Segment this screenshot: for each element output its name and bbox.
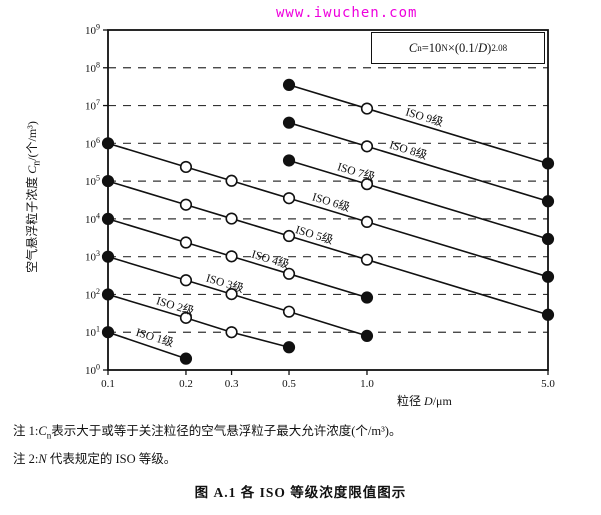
x-tick-label: 0.1: [101, 378, 115, 390]
note-1: 注 1:Cn表示大于或等于关注粒径的空气悬浮粒子最大允许浓度(个/m³)。: [13, 420, 401, 448]
y-axis-label-var: C: [25, 165, 39, 174]
data-point-open: [225, 326, 238, 339]
data-point-open: [225, 212, 238, 225]
note-1-var-sub: n: [46, 430, 52, 441]
data-point-open: [179, 236, 193, 249]
y-tick-label: 105: [85, 174, 100, 189]
data-point-open: [282, 229, 296, 243]
y-tick-label: 107: [85, 98, 100, 113]
y-tick-label: 101: [85, 325, 100, 340]
data-point-endpoint: [282, 154, 296, 167]
x-axis-label-var: D: [424, 394, 433, 408]
y-axis-label-sub: n: [31, 160, 43, 166]
series-line: [107, 293, 290, 349]
y-axis-label-text: 空气悬浮粒子浓度: [25, 173, 39, 273]
y-tick-label: 108: [85, 60, 100, 75]
data-point-endpoint: [101, 137, 115, 150]
data-point-open: [360, 140, 374, 153]
formula-close: ): [487, 40, 492, 55]
x-tick-label: 0.5: [282, 378, 296, 390]
data-point-open: [282, 305, 296, 318]
data-point-endpoint: [541, 232, 555, 246]
formula-exp-n: N: [441, 43, 448, 53]
data-point-open: [360, 253, 374, 266]
y-tick-label: 109: [85, 23, 100, 38]
y-tick-label: 100: [85, 363, 100, 378]
x-tick-label: 0.3: [225, 378, 239, 390]
series-line: [107, 180, 549, 316]
notes-section: 注 1:Cn表示大于或等于关注粒径的空气悬浮粒子最大允许浓度(个/m³)。 注 …: [13, 420, 401, 475]
data-point-endpoint: [101, 326, 115, 339]
note-2: 注 2:N 代表规定的 ISO 等级。: [13, 448, 401, 476]
series-line: [107, 331, 187, 360]
formula-mid: ×(0.1/: [447, 40, 479, 55]
data-point-open: [179, 160, 193, 174]
data-point-endpoint: [101, 288, 115, 301]
note-1-text: 表示大于或等于关注粒径的空气悬浮粒子最大允许浓度(个/m³)。: [51, 424, 402, 438]
y-tick-label: 103: [85, 249, 100, 264]
formula-var-c-sub: n: [417, 43, 422, 53]
note-1-label: 注 1:: [13, 424, 39, 438]
data-point-endpoint: [282, 341, 296, 354]
data-point-endpoint: [541, 308, 555, 321]
data-point-endpoint: [541, 270, 555, 283]
iso-class-concentration-chart: 100 101 102 103 104 105 106 107 108 109 0.1 0.2 0.3 0…: [85, 23, 555, 391]
data-point-endpoint: [282, 78, 296, 92]
formula-eq: =10: [421, 40, 442, 55]
data-point-open: [225, 250, 238, 263]
data-point-endpoint: [541, 195, 555, 208]
figure-caption: 图 A.1 各 ISO 等级浓度限值图示: [194, 485, 407, 500]
series-line: [107, 255, 368, 337]
data-point-open: [179, 274, 193, 287]
data-point-endpoint: [101, 250, 115, 263]
series-label: ISO 1级: [134, 326, 175, 350]
data-point-endpoint: [282, 116, 296, 129]
data-point-endpoint: [179, 352, 193, 365]
data-point-open: [360, 178, 374, 191]
formula-var-d: D: [478, 40, 488, 55]
data-point-endpoint: [101, 212, 115, 225]
data-point-open: [225, 174, 238, 187]
x-tick-label: 1.0: [360, 378, 374, 390]
data-point-endpoint: [360, 329, 374, 342]
x-axis-label: 粒径 D/μm: [397, 392, 452, 409]
data-point-open: [360, 215, 374, 229]
data-point-open: [225, 288, 238, 301]
y-tick-label: 106: [85, 136, 100, 151]
data-point-endpoint: [101, 175, 115, 188]
data-point-open: [179, 311, 193, 324]
data-point-open: [360, 102, 374, 115]
data-point-endpoint: [360, 291, 374, 304]
note-2-label: 注 2:: [13, 451, 39, 466]
formula-var-c: C: [408, 40, 418, 55]
data-point-open: [282, 192, 296, 205]
y-tick-label: 104: [85, 211, 100, 226]
note-1-var: C: [38, 424, 47, 438]
x-tick-label: 0.2: [179, 378, 193, 390]
y-axis-label: 空气悬浮粒子浓度 Cn/(个/m³): [23, 87, 43, 307]
y-axis-label-unit: /(个/m³): [25, 121, 39, 161]
series-line: [107, 142, 549, 278]
watermark: www.iwuchen.com: [276, 5, 418, 21]
x-axis-label-unit: /μm: [432, 394, 452, 408]
formula-exp-208: 2.08: [491, 43, 508, 53]
x-axis-label-text: 粒径: [397, 394, 425, 408]
note-2-var: N: [38, 451, 47, 466]
series-line: [288, 121, 549, 203]
note-2-text: 代表规定的 ISO 等级。: [46, 451, 177, 466]
data-point-open: [179, 198, 193, 211]
x-tick-label: 5.0: [541, 378, 555, 390]
data-point-endpoint: [541, 157, 555, 170]
y-tick-label: 102: [85, 287, 100, 302]
data-point-open: [282, 267, 296, 280]
